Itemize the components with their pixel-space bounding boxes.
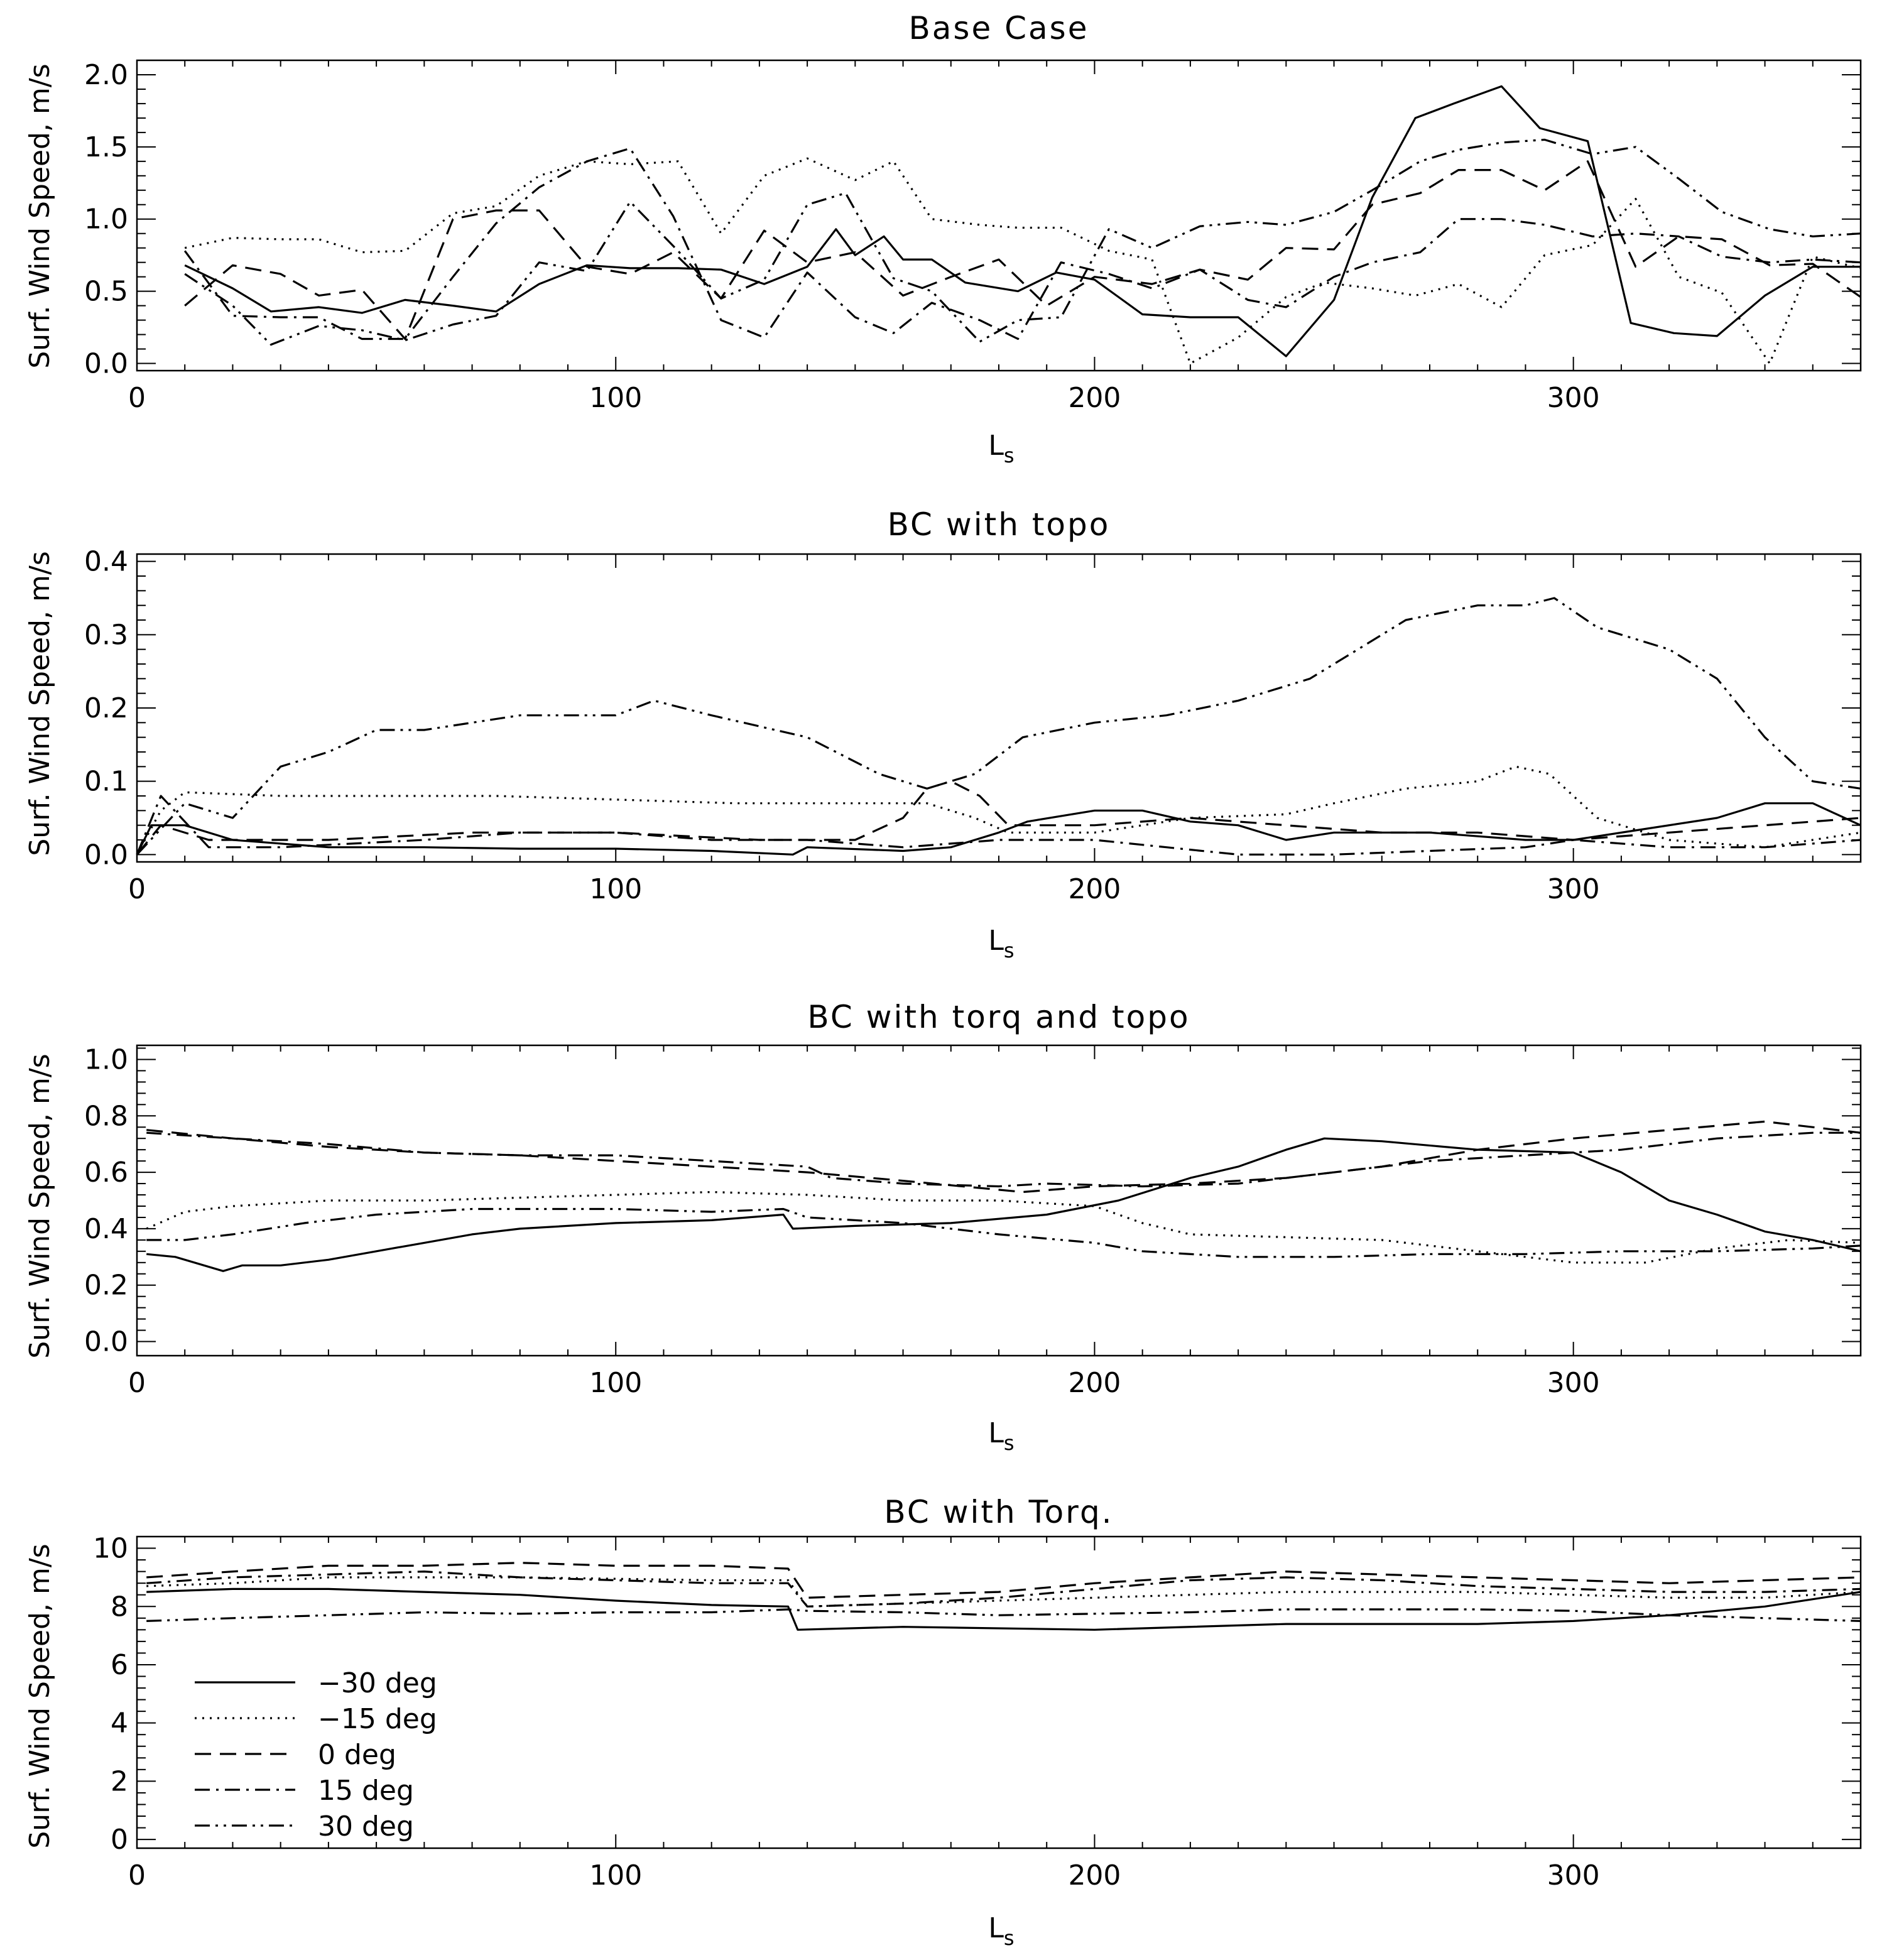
y-tick-label: 0 bbox=[111, 1824, 128, 1856]
panel-title: Base Case bbox=[908, 10, 1089, 46]
x-axis-label-subscript: s bbox=[1004, 1926, 1015, 1950]
x-tick-label: 300 bbox=[1547, 382, 1600, 414]
x-tick-label: 0 bbox=[128, 1859, 146, 1892]
x-tick-label: 300 bbox=[1547, 873, 1600, 905]
y-tick-label: 0.6 bbox=[84, 1157, 128, 1189]
panel-title: BC with Torq. bbox=[884, 1494, 1113, 1530]
x-axis-label: Ls bbox=[988, 925, 1014, 962]
panel-bc-with-topo: BC with topo Surf. Wind Speed, m/s Ls 0 1… bbox=[24, 506, 1862, 962]
series-line-dashdotdot bbox=[146, 1608, 1861, 1622]
y-tick-label: 0.8 bbox=[84, 1100, 128, 1132]
y-axis-label: Surf. Wind Speed, m/s bbox=[24, 1544, 56, 1848]
x-axis-label-main: L bbox=[988, 430, 1004, 462]
y-tick-label: 0.0 bbox=[84, 1326, 128, 1358]
panel-title: BC with topo bbox=[888, 506, 1111, 543]
series-line-solid bbox=[184, 85, 1861, 357]
y-axis-label: Surf. Wind Speed, m/s bbox=[24, 551, 56, 856]
series-line-dashdot bbox=[183, 147, 1861, 340]
series-line-dash bbox=[184, 160, 1861, 340]
x-tick-label: 0 bbox=[128, 873, 146, 905]
y-tick-label: 6 bbox=[111, 1649, 128, 1681]
panel-bc-with-torq: BC with Torq. Surf. Wind Speed, m/s Ls 0… bbox=[24, 1494, 1862, 1950]
y-tick-label: 1.0 bbox=[84, 204, 128, 236]
x-tick-label: 0 bbox=[128, 1367, 146, 1399]
series-line-dashdotdot bbox=[184, 138, 1861, 346]
series-line-dashdotdot bbox=[146, 1207, 1861, 1258]
series-line-dash bbox=[136, 780, 1861, 856]
y-tick-label: 0.3 bbox=[84, 619, 128, 651]
legend-label: 30 deg bbox=[318, 1810, 414, 1843]
series-line-dashdotdot bbox=[136, 597, 1861, 856]
series-line-dot bbox=[184, 157, 1861, 365]
panel-title: BC with torq and topo bbox=[807, 999, 1190, 1035]
y-tick-label: 0.5 bbox=[84, 276, 128, 308]
y-tick-label: 2.0 bbox=[84, 59, 128, 91]
x-axis-label: Ls bbox=[988, 430, 1014, 467]
y-axis-label: Surf. Wind Speed, m/s bbox=[24, 1054, 56, 1358]
panel-base-case: Base Case Surf. Wind Speed, m/s Ls 0 100 2… bbox=[24, 10, 1862, 467]
series-line-solid bbox=[146, 1587, 1861, 1631]
y-tick-label: 1.0 bbox=[84, 1043, 128, 1075]
y-tick-label: 0.1 bbox=[84, 766, 128, 798]
x-tick-label: 300 bbox=[1547, 1859, 1600, 1892]
legend-label: −30 deg bbox=[318, 1667, 437, 1699]
x-tick-label: 200 bbox=[1068, 1367, 1121, 1399]
series-line-solid bbox=[136, 802, 1861, 856]
plot-frame bbox=[136, 59, 1862, 372]
y-tick-label: 0.2 bbox=[84, 692, 128, 724]
x-axis-label-main: L bbox=[988, 925, 1004, 957]
series-line-solid bbox=[146, 1137, 1861, 1272]
y-tick-label: 0.4 bbox=[84, 546, 128, 578]
y-tick-label: 0.4 bbox=[84, 1213, 128, 1245]
y-tick-label: 1.5 bbox=[84, 131, 128, 163]
plot-frame bbox=[136, 1044, 1862, 1357]
series-line-dashdot bbox=[136, 795, 1861, 856]
panel-bc-with-torq-and-topo: BC with torq and topo Surf. Wind Speed, … bbox=[24, 999, 1862, 1455]
y-tick-label: 10 bbox=[93, 1533, 128, 1565]
x-tick-label: 100 bbox=[589, 1859, 642, 1892]
series-line-dashdot bbox=[146, 1131, 1861, 1188]
x-axis-label: Ls bbox=[988, 1912, 1014, 1950]
x-tick-label: 100 bbox=[589, 873, 642, 905]
legend-label: 0 deg bbox=[318, 1739, 396, 1771]
x-axis-label-subscript: s bbox=[1004, 444, 1015, 467]
x-tick-label: 200 bbox=[1068, 1859, 1121, 1892]
y-tick-label: 4 bbox=[111, 1707, 128, 1740]
x-tick-label: 100 bbox=[589, 382, 642, 414]
legend-label: 15 deg bbox=[318, 1775, 414, 1807]
x-axis-label-subscript: s bbox=[1004, 1431, 1015, 1455]
y-tick-label: 8 bbox=[111, 1591, 128, 1623]
x-tick-label: 300 bbox=[1547, 1367, 1600, 1399]
x-axis-label: Ls bbox=[988, 1417, 1014, 1455]
x-tick-label: 200 bbox=[1068, 873, 1121, 905]
x-tick-label: 0 bbox=[128, 382, 146, 414]
y-axis-label: Surf. Wind Speed, m/s bbox=[24, 63, 56, 368]
x-tick-label: 100 bbox=[589, 1367, 642, 1399]
series-line-dashdot bbox=[146, 1571, 1861, 1608]
y-tick-label: 0.2 bbox=[84, 1270, 128, 1302]
x-axis-label-main: L bbox=[988, 1912, 1004, 1944]
legend-label: −15 deg bbox=[318, 1703, 437, 1735]
series-line-dash bbox=[146, 1120, 1861, 1194]
x-tick-label: 200 bbox=[1068, 382, 1121, 414]
x-axis-label-main: L bbox=[988, 1417, 1004, 1449]
series-line-dash bbox=[146, 1562, 1861, 1599]
y-tick-label: 0.0 bbox=[84, 348, 128, 380]
x-axis-label-subscript: s bbox=[1004, 939, 1015, 962]
y-tick-label: 0.0 bbox=[84, 839, 128, 871]
series-line-dot bbox=[146, 1190, 1861, 1264]
y-tick-label: 2 bbox=[111, 1765, 128, 1797]
